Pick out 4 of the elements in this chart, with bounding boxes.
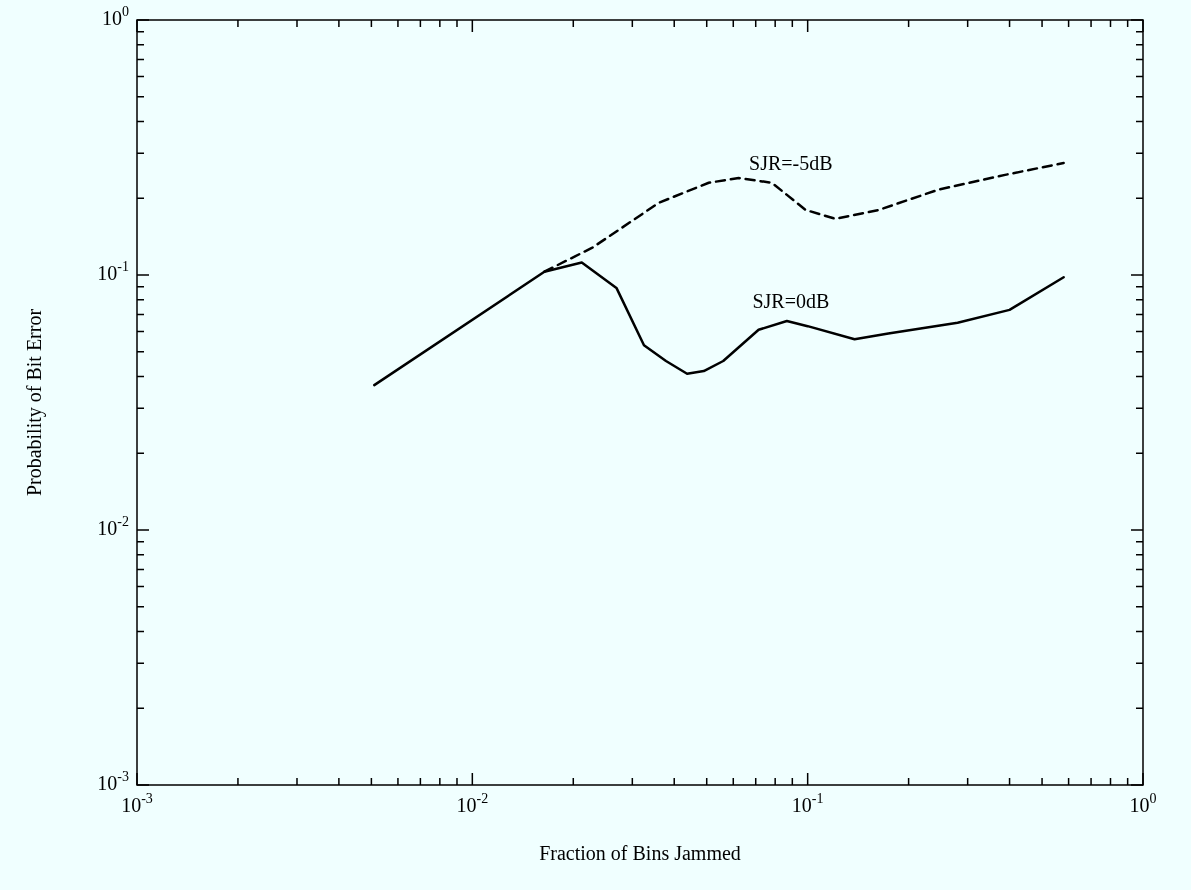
y-axis-title: Probability of Bit Error: [23, 308, 47, 497]
series-label: SJR=0dB: [752, 290, 830, 313]
series-label: SJR=-5dB: [749, 152, 833, 175]
x-axis-title: Fraction of Bins Jammed: [539, 842, 741, 865]
